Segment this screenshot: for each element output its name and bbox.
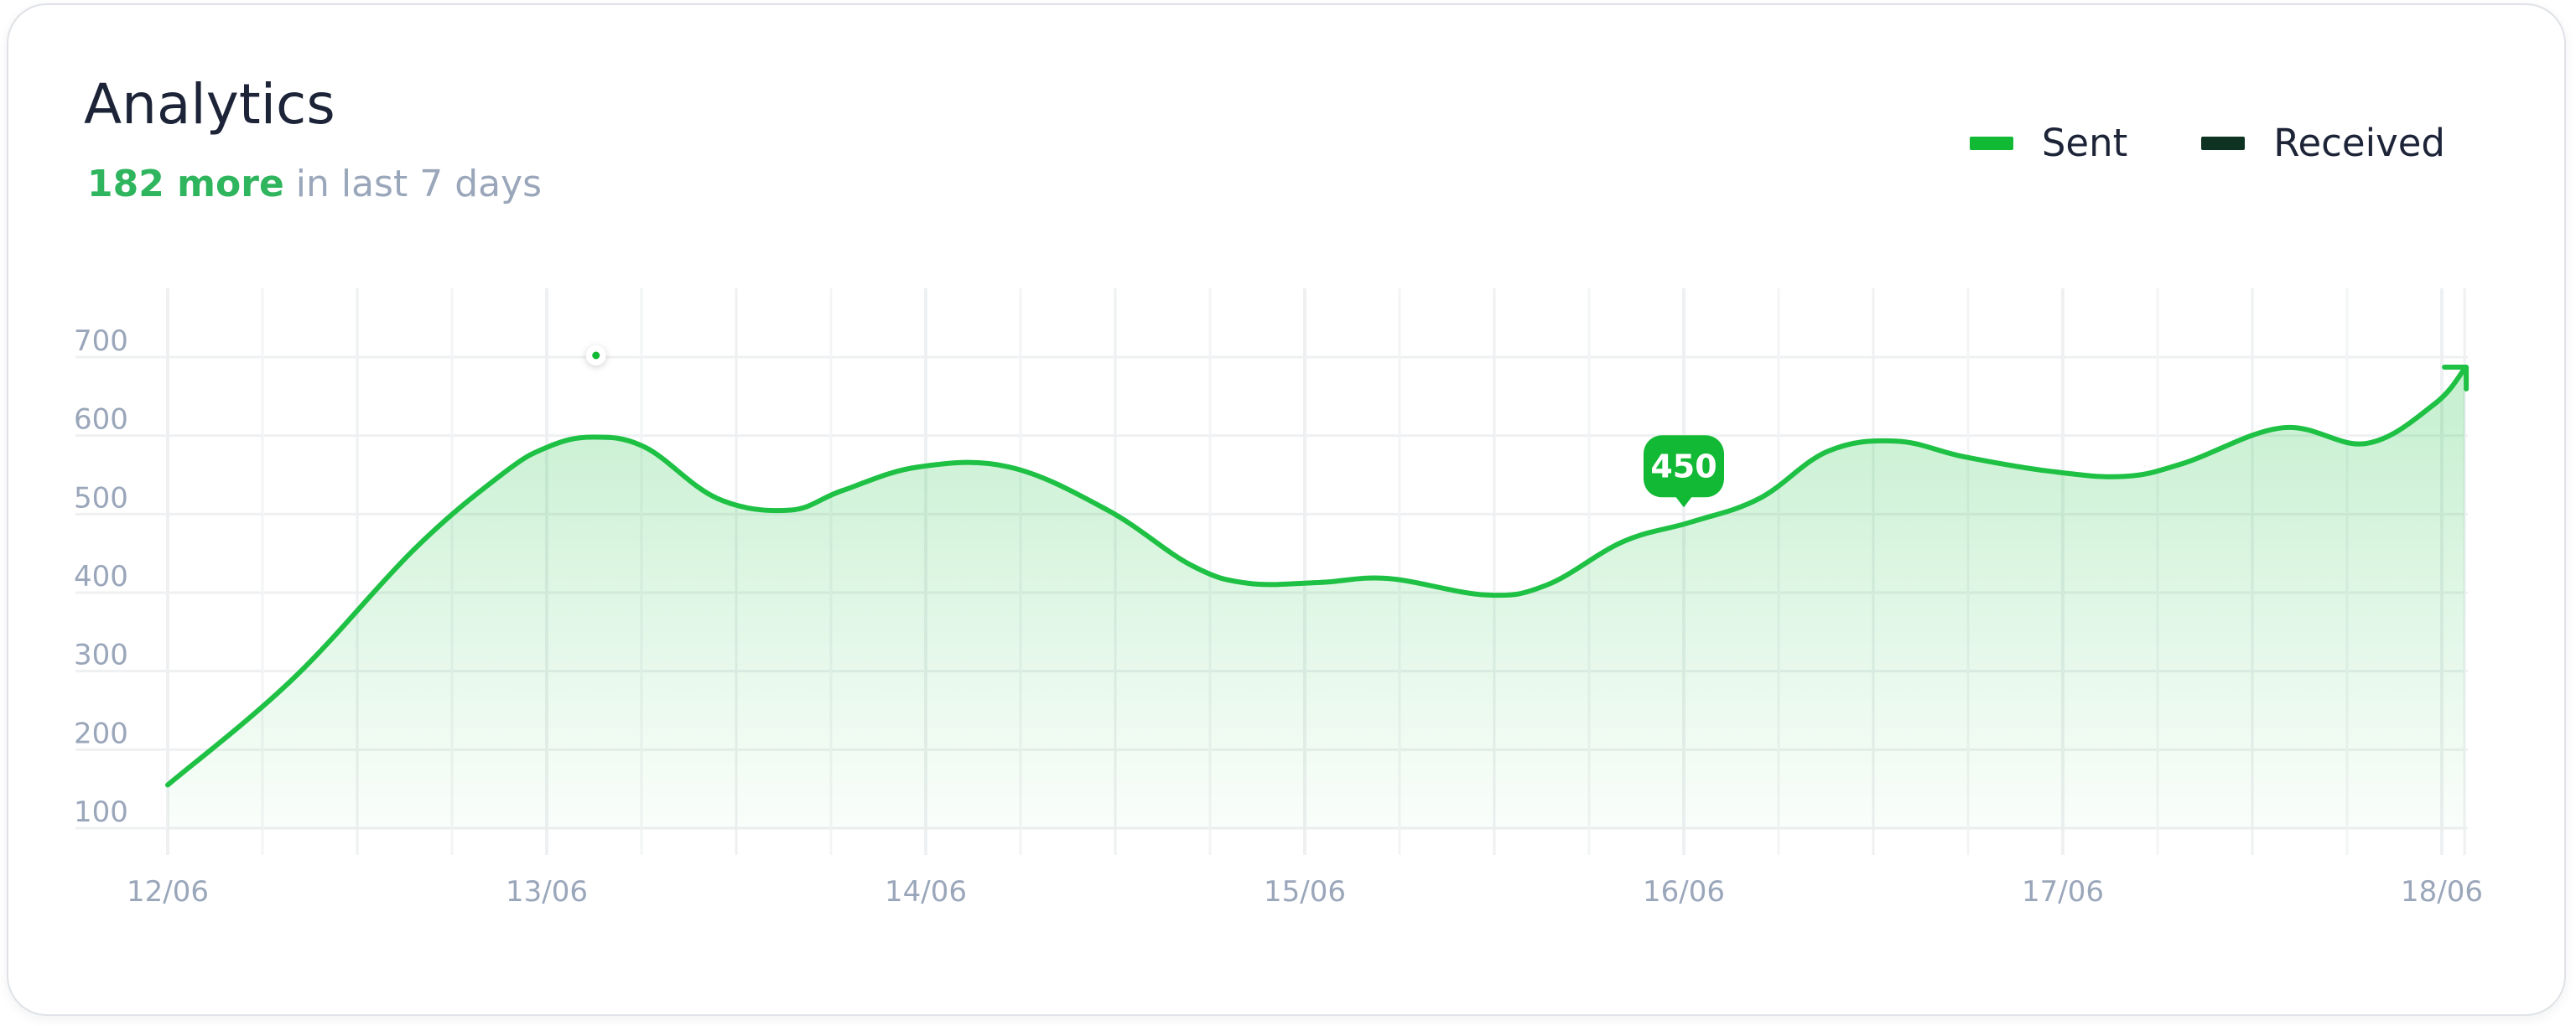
series-line-sent [165, 366, 2468, 788]
legend-label-sent: Sent [2041, 121, 2128, 165]
x-tick-label: 15/06 [1264, 875, 1346, 909]
x-tick-label: 13/06 [506, 875, 588, 909]
y-tick-label: 300 [74, 639, 128, 672]
y-tick-label: 200 [74, 717, 128, 750]
x-tick-label: 18/06 [2401, 875, 2483, 909]
series-area-sent [168, 369, 2465, 830]
y-tick-label: 600 [74, 403, 128, 437]
chart-subtitle: 182 more in last 7 days [87, 166, 542, 203]
subtitle-highlight: 182 more [87, 163, 284, 205]
subtitle-rest: in last 7 days [283, 163, 543, 205]
axes: 100 200 300 400 500 600 700 12/06 13/06 14/06 15/0… [74, 324, 2483, 909]
annotations: 450 [585, 345, 1724, 508]
x-tick-label: 14/06 [885, 875, 967, 909]
y-tick-label: 500 [74, 481, 128, 515]
x-tick-label: 17/06 [2022, 875, 2104, 909]
chart-legend: Sent Received [1969, 121, 2445, 165]
chart-title: Analytics [84, 72, 335, 137]
legend-swatch-received [2201, 136, 2246, 150]
legend-item-received[interactable]: Received [2201, 121, 2445, 165]
series [165, 365, 2470, 830]
x-tick-label: 12/06 [127, 875, 209, 909]
legend-swatch-sent [1969, 136, 2013, 150]
value-badge-label: 450 [1650, 448, 1716, 484]
legend-item-sent[interactable]: Sent [1969, 121, 2128, 165]
y-tick-label: 400 [74, 560, 128, 593]
legend-label-received: Received [2273, 121, 2445, 165]
y-tick-label: 100 [74, 795, 128, 829]
x-tick-label: 16/06 [1643, 875, 1725, 909]
value-badge [1644, 435, 1724, 498]
marker-dot-center [592, 351, 600, 360]
series-end-arrow [2442, 365, 2470, 392]
value-badge-pointer [1675, 496, 1692, 508]
y-tick-label: 700 [74, 324, 128, 358]
